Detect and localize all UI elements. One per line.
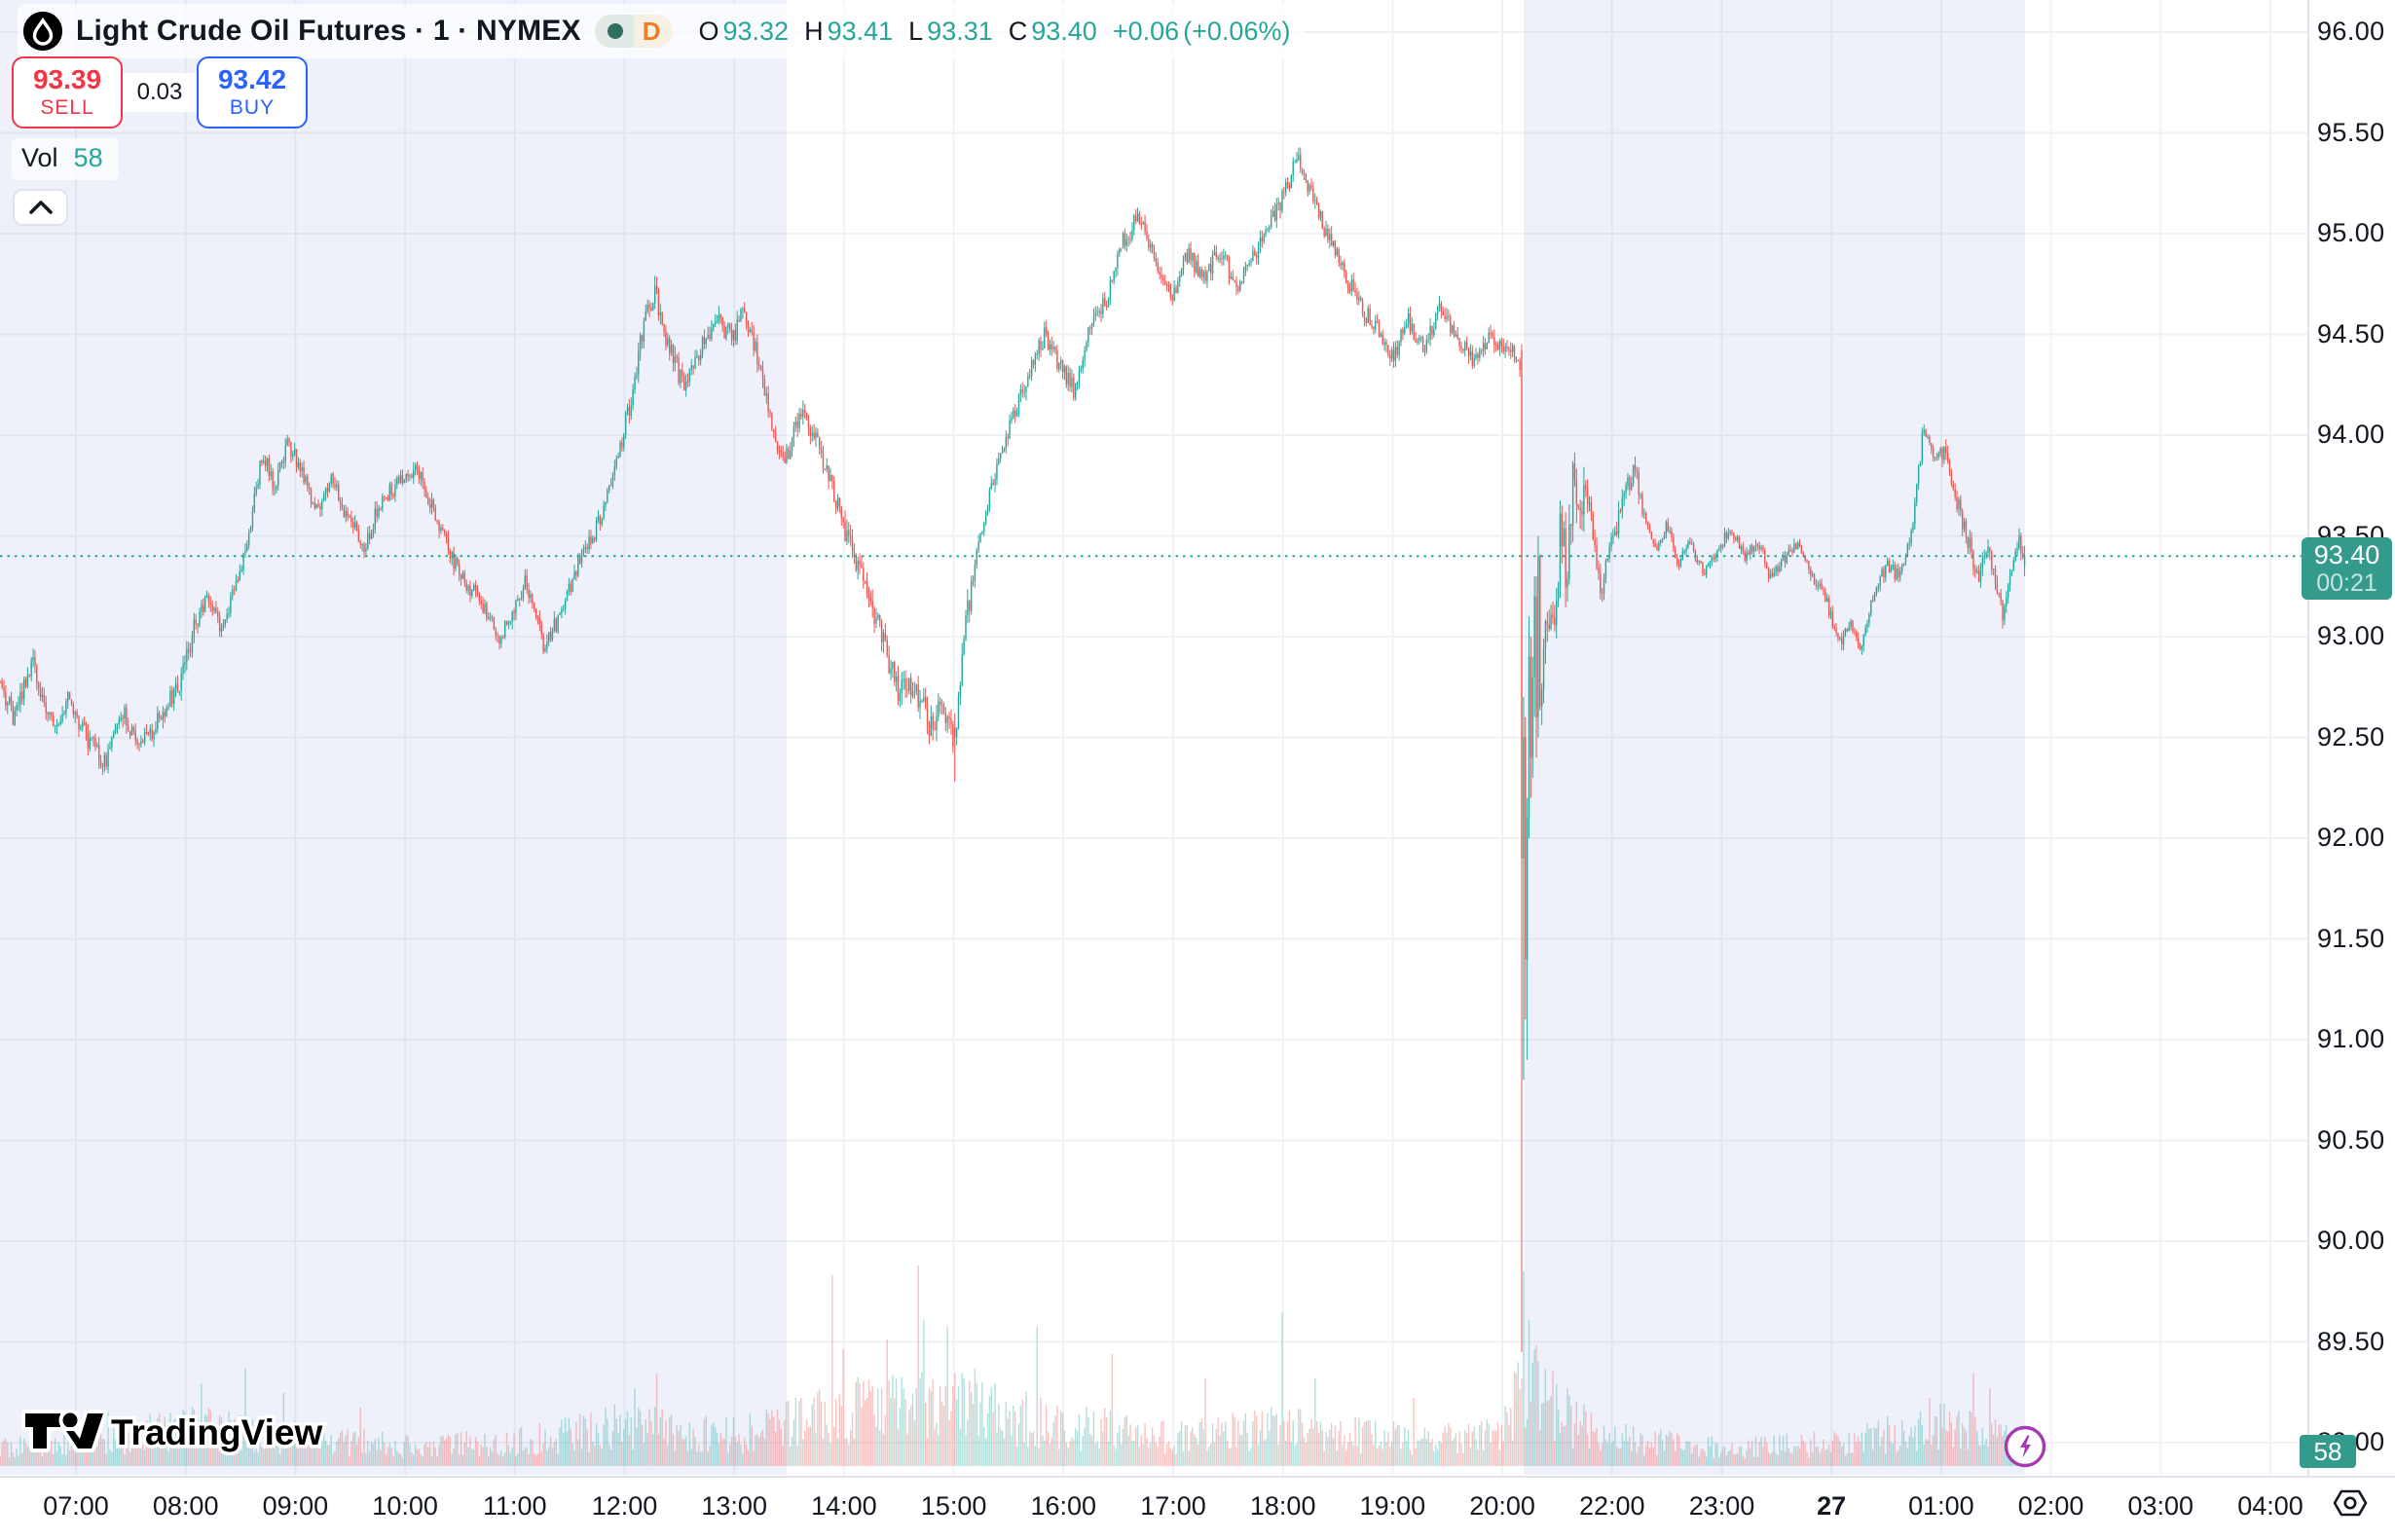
time-axis-label: 18:00	[1249, 1491, 1316, 1521]
trade-buttons-row: 93.39 SELL 0.03 93.42 BUY	[12, 56, 308, 128]
axis-settings-icon[interactable]	[2329, 1482, 2372, 1524]
time-axis-label: 13:00	[701, 1491, 767, 1521]
time-axis-label: 14:00	[811, 1491, 877, 1521]
legend-collapse-button[interactable]	[13, 189, 68, 226]
price-axis-label: 90.50	[2317, 1124, 2385, 1155]
bar-countdown: 00:21	[2316, 569, 2377, 597]
time-axis[interactable]: 07:00 08:00 09:00 10:00 11:00 12:00 13:00 14:00…	[0, 1476, 2395, 1540]
time-axis-label: 04:00	[2237, 1491, 2303, 1521]
market-status-dot-icon	[594, 15, 634, 48]
price-change: +0.06	[1112, 16, 1180, 46]
delayed-data-badge: D	[633, 15, 674, 48]
ohlc-values: O 93.32 H 93.41 L 93.31 C 93.40 +0.06 (+0.06…	[698, 16, 1291, 46]
time-axis-label: 02:00	[2017, 1491, 2084, 1521]
time-axis-label: 16:00	[1030, 1491, 1097, 1521]
last-volume-badge: 58	[2300, 1435, 2356, 1468]
time-axis-label: 07:00	[43, 1491, 109, 1521]
candlestick-plot[interactable]	[0, 0, 2307, 1475]
time-axis-label: 12:00	[591, 1491, 658, 1521]
oil-drop-icon	[23, 12, 62, 51]
tradingview-logo[interactable]: TradingView	[21, 1402, 343, 1460]
time-axis-label: 27	[1817, 1491, 1847, 1521]
time-axis-label: 09:00	[262, 1491, 329, 1521]
time-axis-label: 17:00	[1140, 1491, 1206, 1521]
time-axis-label: 20:00	[1469, 1491, 1535, 1521]
volume-legend-row[interactable]: Vol 58	[12, 138, 119, 180]
price-axis-label: 96.00	[2317, 17, 2385, 46]
time-axis-label: 11:00	[483, 1491, 547, 1521]
price-axis-label: 92.00	[2317, 823, 2385, 852]
last-price-value: 93.40	[2313, 540, 2380, 569]
price-axis-label: 95.00	[2317, 218, 2385, 247]
time-axis-label: 22:00	[1579, 1491, 1645, 1521]
price-axis-label: 91.00	[2317, 1024, 2385, 1053]
time-axis-label: 08:00	[152, 1491, 219, 1521]
volume-legend-value: 58	[73, 143, 103, 172]
price-axis-label: 95.50	[2317, 117, 2385, 147]
price-axis-label: 93.00	[2317, 621, 2385, 650]
tradingview-logo-text: TradingView	[111, 1412, 322, 1452]
sell-button[interactable]: 93.39 SELL	[12, 56, 123, 128]
buy-button[interactable]: 93.42 BUY	[197, 56, 308, 128]
spread-value: 0.03	[123, 73, 197, 112]
time-axis-label: 19:00	[1359, 1491, 1426, 1521]
price-axis-label: 90.00	[2317, 1226, 2385, 1255]
price-axis-label: 94.50	[2317, 318, 2385, 348]
chevron-up-icon	[28, 201, 53, 214]
last-price-badge: 93.40 00:21	[2302, 537, 2392, 600]
price-change-pct: (+0.06%)	[1183, 16, 1291, 46]
price-axis-label: 94.00	[2317, 420, 2385, 449]
symbol-title[interactable]: Light Crude Oil Futures · 1 · NYMEX	[76, 15, 581, 47]
lightning-button[interactable]	[2003, 1424, 2047, 1469]
price-axis-label: 91.50	[2317, 923, 2385, 953]
price-axis[interactable]: 96.00 95.50 95.00 94.50 94.00 93.50 93.00 92.50…	[2307, 0, 2395, 1540]
time-axis-label: 23:00	[1688, 1491, 1755, 1521]
time-axis-label: 03:00	[2127, 1491, 2194, 1521]
price-axis-label: 89.50	[2317, 1326, 2385, 1356]
price-axis-label: 92.50	[2317, 721, 2385, 752]
lightning-icon	[2020, 1435, 2031, 1458]
time-axis-label: 10:00	[372, 1491, 438, 1521]
time-axis-label: 15:00	[920, 1491, 987, 1521]
market-status-pill[interactable]: D	[594, 15, 674, 48]
time-axis-label: 01:00	[1908, 1491, 1974, 1521]
